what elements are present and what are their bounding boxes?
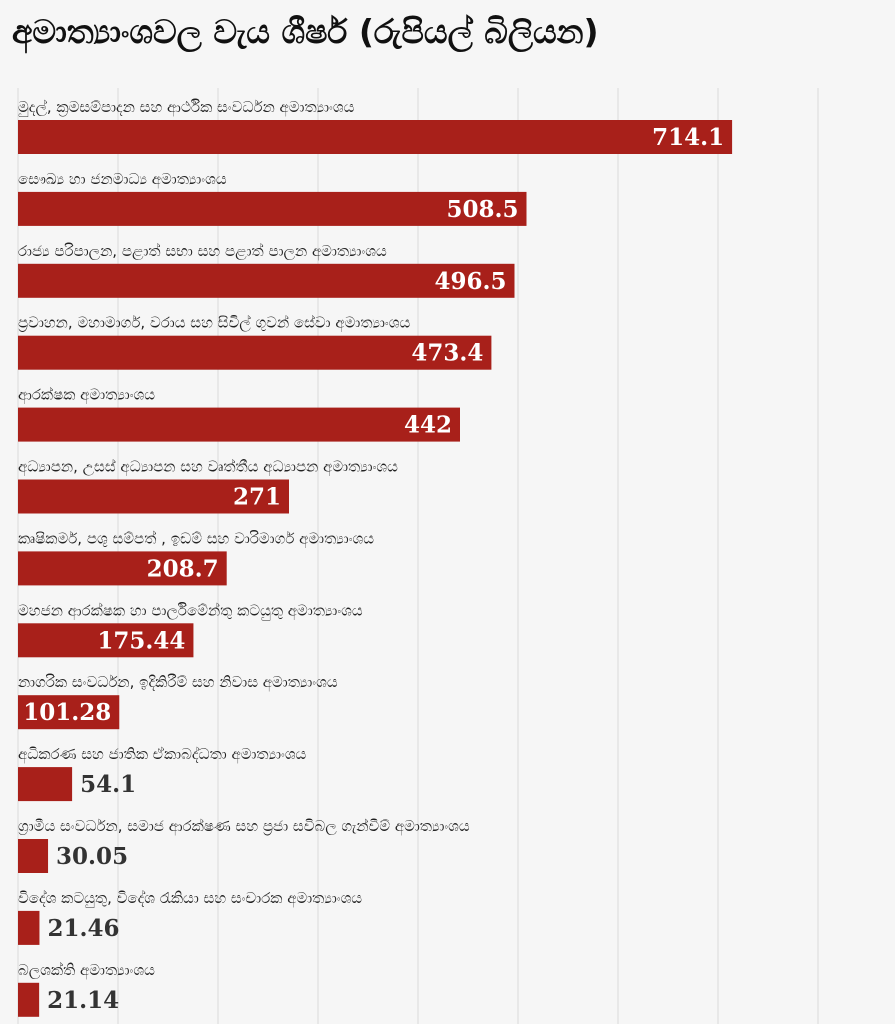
bar (18, 695, 120, 730)
bar (18, 767, 73, 802)
bar (18, 479, 289, 514)
bar (18, 839, 49, 873)
value-label: 30.05 (56, 843, 128, 870)
value-label: 271 (233, 484, 281, 511)
bar (18, 982, 40, 1017)
value-label: 21.46 (47, 915, 119, 942)
category-label: ග්‍රාමීය සංවර්ධන, සමාජ ආරක්ෂණ සහ ප්‍රජා … (18, 817, 470, 836)
bar (18, 407, 460, 442)
category-label: ප්‍රවාහන, මහාමාර්ග, වරාය සහ සිවිල් ගුවන්… (18, 314, 410, 333)
bar (18, 263, 515, 298)
bar (18, 551, 227, 586)
bar (18, 335, 492, 370)
value-label: 496.5 (434, 268, 506, 295)
category-label: ආරක්ෂක අමාත්‍යාංශය (18, 385, 155, 404)
category-label: රාජ්‍ය පරිපාලන, පළාත් සභා සහ පළාත් පාලන … (18, 242, 387, 261)
bar (18, 191, 527, 226)
value-label: 442 (404, 412, 452, 439)
category-label: නාගරික සංවර්ධන, ඉදිකිරීම් සහ නිවාස අමාත්… (18, 673, 338, 692)
category-label: විදේශ කටයුතු, විදේශ රැකියා සහ සංචාරක අමා… (18, 889, 362, 908)
bar (18, 623, 194, 658)
category-label: කෘෂිකර්ම, පශු සම්පත් , ඉඩම් සහ වාරිමාර්ග… (18, 529, 374, 548)
category-label: මහජන ආරක්ෂක හා පාර්ලිමේන්තු කටයුතු අමාත්… (18, 601, 363, 620)
chart-title: අමාත්‍යාංශවල වැය ශීර්ෂ (රුපියල් බිලියන) (12, 12, 599, 51)
labels: මුදල්, ක්‍රමසම්පාදන සහ ආර්ථික සංවර්ධන අම… (18, 98, 724, 1014)
value-label: 208.7 (147, 555, 219, 582)
bar (18, 120, 733, 154)
value-label: 714.1 (652, 124, 724, 151)
bars (18, 120, 733, 1017)
category-label: මුදල්, ක්‍රමසම්පාදන සහ ආර්ථික සංවර්ධන අම… (18, 98, 355, 117)
value-label: 54.1 (80, 771, 136, 798)
value-label: 101.28 (23, 699, 111, 726)
bar (18, 910, 40, 945)
value-label: 21.14 (47, 987, 119, 1014)
category-label: බලශක්ති අමාත්‍යාංශය (18, 961, 155, 980)
category-label: අධිකරණ සහ ජාතික ඒකාබද්ධතා අමාත්‍යාංශය (18, 745, 307, 764)
category-label: සෞඛ්‍ය හා ජනමාධ්‍ය අමාත්‍යාංශය (18, 170, 227, 189)
category-label: අධ්‍යාපන, උසස් අධ්‍යාපන සහ වෘත්තීය අධ්‍ය… (18, 457, 398, 476)
value-label: 175.44 (97, 627, 185, 654)
value-label: 473.4 (411, 340, 483, 367)
value-label: 508.5 (446, 196, 518, 223)
